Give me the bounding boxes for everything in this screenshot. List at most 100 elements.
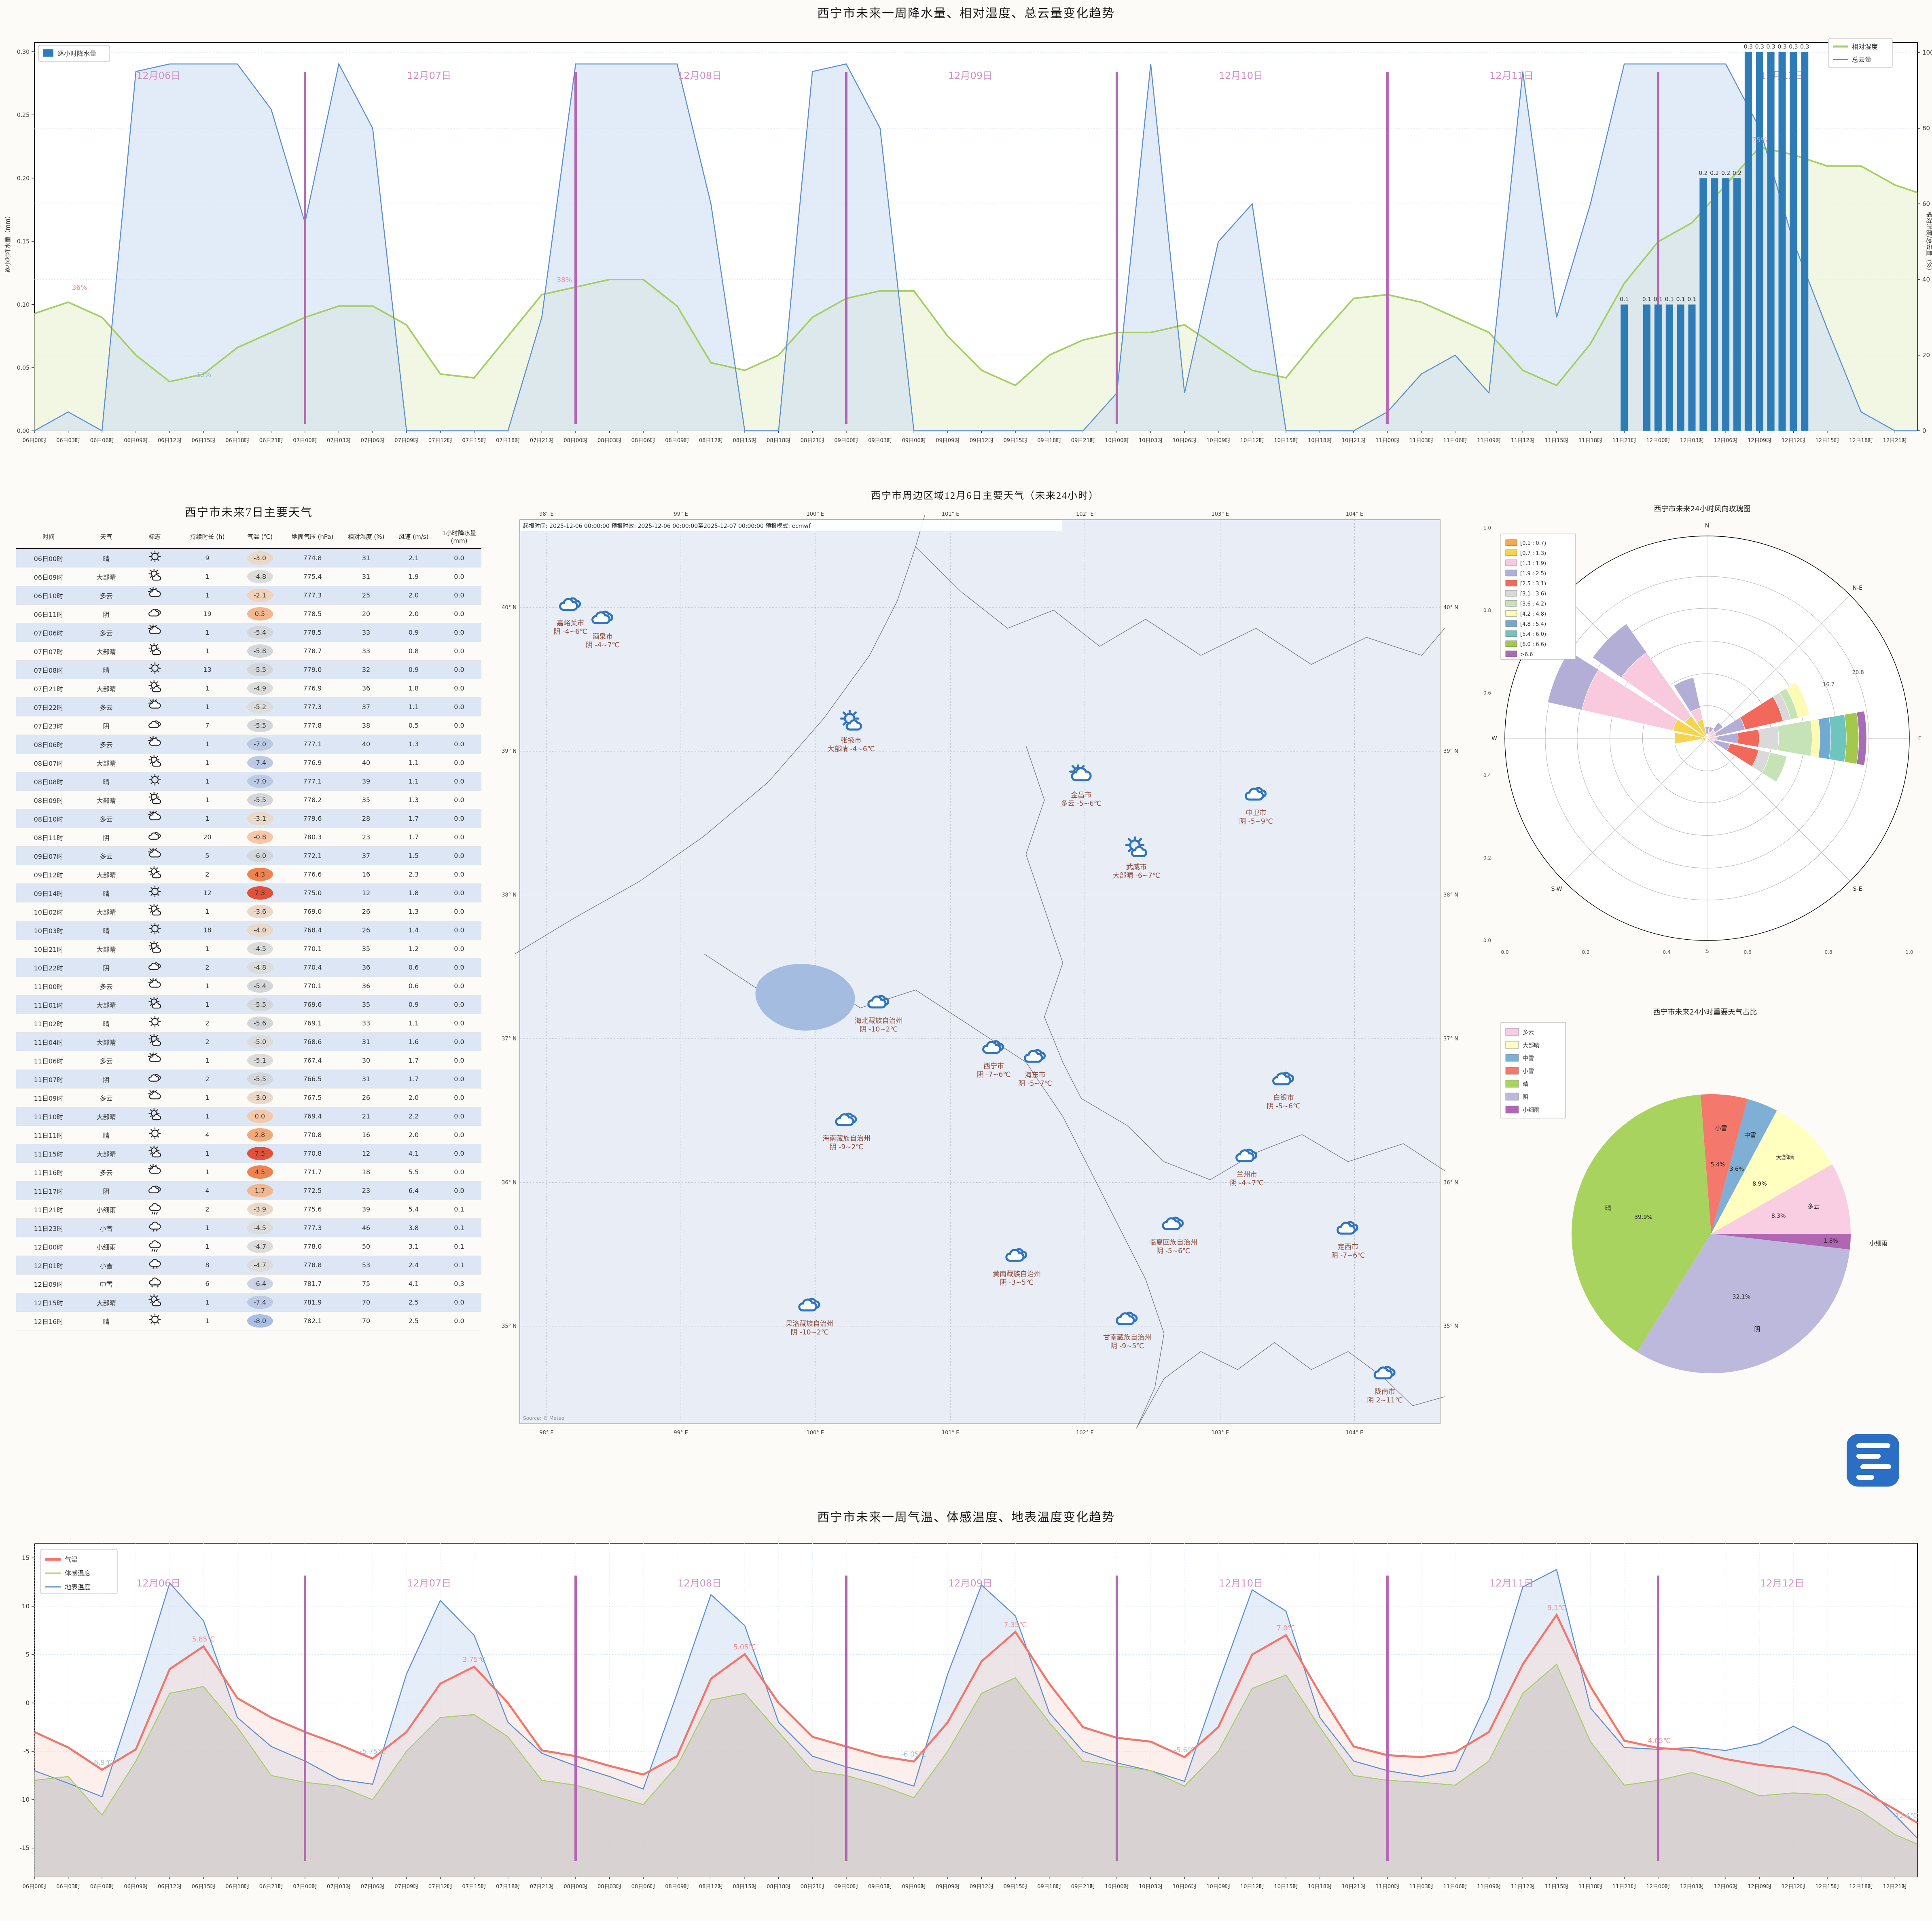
svg-text:-12.4℃: -12.4℃ [1892,1812,1918,1820]
svg-text:07日15时: 07日15时 [462,438,486,444]
cell-duration: 1 [178,790,237,809]
cell-temp: -3.9 [237,1200,283,1219]
cell-precip: 0.0 [437,642,481,661]
cell-time: 08日10时 [16,809,81,828]
svg-text:0.1: 0.1 [1665,297,1674,303]
cell-time: 07日22时 [16,697,81,716]
svg-text:11日21时: 11日21时 [1612,1884,1636,1890]
table-row: 10日21时 大部晴 1 -4.5 770.1 35 1.2 0.0 [16,939,481,958]
regional-weather-map: 98° E 98° E 99° E 99° E 100° E 100° E 101° E 10… [502,485,1468,1436]
cell-humidity: 37 [342,846,390,865]
overcast-icon [798,1298,820,1312]
cell-humidity: 37 [342,697,390,716]
svg-text:-5.6℃: -5.6℃ [1174,1746,1195,1754]
mostly-sunny-icon [148,1294,161,1306]
svg-text:08日03时: 08日03时 [597,1884,621,1890]
svg-text:S-W: S-W [1551,886,1562,892]
svg-text:0.1: 0.1 [1654,297,1663,303]
svg-text:体感温度: 体感温度 [65,1569,91,1577]
cell-pressure: 778.8 [283,1256,342,1275]
cell-pressure: 780.3 [283,828,342,847]
bottom-chart-canvas: 12月06日 12月07日 12月08日 12月09日 12月10日 12月11日 12月1… [20,1543,1918,1890]
cell-weather-icon [131,883,178,902]
cell-weather: 多云 [81,697,131,716]
table-row: 11日07时阴 2 -5.5 766.5 31 1.7 0.0 [16,1070,481,1089]
cell-temp: -4.7 [237,1237,283,1256]
surface-temp-area [34,1569,1917,1877]
cell-duration: 19 [178,604,237,623]
svg-text:0.2: 0.2 [1582,949,1589,955]
table-row: 10日02时 大部晴 1 -3.6 769.0 26 1.3 0.0 [16,902,481,921]
cell-humidity: 30 [342,1051,390,1070]
cell-time: 11日00时 [16,976,81,995]
cell-duration: 2 [178,1070,237,1089]
cell-duration: 2 [178,958,237,977]
cloudy-icon [148,977,161,988]
rose-petal-segment [1708,726,1714,733]
rose-petal-segment [1828,714,1847,762]
cell-temp: -4.7 [237,1256,283,1275]
light-snow-icon: * * [149,1221,161,1234]
svg-text:08日15时: 08日15时 [733,1884,757,1890]
svg-text:5: 5 [25,1651,30,1658]
svg-text:09日18时: 09日18时 [1037,1884,1061,1890]
svg-text:大部晴: 大部晴 [1523,1042,1540,1049]
cell-weather: 晴 [81,772,131,791]
table-row: 11日00时 多云 1 -5.4 770.1 36 0.6 0.0 [16,976,481,995]
svg-text:小雪: 小雪 [1523,1068,1534,1075]
top-chart-title: 西宁市未来一周降水量、相对湿度、总云量变化趋势 [817,7,1115,20]
mostly-sunny-icon [148,642,161,655]
svg-text:12日00时: 12日00时 [1646,438,1670,444]
svg-text:11日15时: 11日15时 [1544,438,1568,444]
table-row: 08日11时阴 20 -0.8 780.3 23 1.7 0.0 [16,828,481,847]
overcast-icon [148,832,161,840]
cell-weather-icon [131,1107,178,1126]
cell-temp: -3.1 [237,809,283,828]
svg-text:08日06时: 08日06时 [631,1884,655,1890]
svg-text:-15: -15 [20,1845,30,1852]
cell-precip: 0.1 [437,1256,481,1275]
mostly-sunny-icon [148,996,161,1008]
cell-wind: 3.8 [390,1218,437,1237]
svg-text:09日12时: 09日12时 [970,438,994,444]
svg-text:06日09时: 06日09时 [124,1884,148,1890]
cell-pressure: 777.3 [283,697,342,716]
cloudy-icon [148,1163,161,1174]
svg-text:06日18时: 06日18时 [225,438,249,444]
cell-weather: 大部晴 [81,1293,131,1312]
cell-humidity: 35 [342,790,390,809]
cell-pressure: 771.7 [283,1163,342,1182]
svg-text:10日15时: 10日15时 [1274,1884,1298,1890]
cell-humidity: 36 [342,679,390,698]
day-label: 12月08日 [678,70,722,81]
cell-duration: 1 [178,1051,237,1070]
cell-humidity: 12 [342,1144,390,1163]
svg-text:0.4: 0.4 [1483,773,1491,778]
cell-humidity: 33 [342,623,390,642]
cell-weather-icon [131,1014,178,1033]
cell-wind: 5.4 [390,1200,437,1219]
svg-text:[0.7 : 1.3): [0.7 : 1.3) [1520,551,1546,557]
cell-time: 08日11时 [16,828,81,847]
cell-humidity: 36 [342,958,390,977]
svg-text:11日06时: 11日06时 [1443,1884,1467,1890]
cell-wind: 2.4 [390,1256,437,1275]
precip-bar [1665,304,1673,431]
cell-precip: 0.0 [437,548,481,568]
cell-wind: 0.9 [390,660,437,679]
cell-duration: 4 [178,1181,237,1200]
city-name: 兰州市 [1236,1171,1257,1179]
city-name: 嘉峪关市 [557,619,585,627]
cell-humidity: 26 [342,1088,390,1107]
cell-temp: 0.5 [237,604,283,623]
svg-text:S: S [1705,948,1709,955]
cell-precip: 0.0 [437,995,481,1014]
city-name: 海南藏族自治州 [822,1134,871,1143]
table-row: 10日03时晴 18 -4.0 768.4 26 1.4 0.0 [16,921,481,940]
cell-humidity: 36 [342,976,390,995]
precip-bar [1711,178,1718,431]
cell-humidity: 39 [342,772,390,791]
cloudy-icon [1069,762,1092,781]
right-axis-label: 相对湿度/总云量（%） [1926,212,1932,274]
table-row: 07日21时 大部晴 1 -4.9 776.9 36 1.8 0.0 [16,679,481,698]
